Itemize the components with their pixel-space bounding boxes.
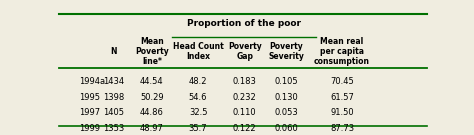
Text: Poverty
Gap: Poverty Gap	[228, 42, 262, 61]
Text: 35.7: 35.7	[189, 124, 208, 133]
Text: 1999: 1999	[80, 124, 100, 133]
Text: Mean
Poverty
line*: Mean Poverty line*	[135, 37, 169, 66]
Text: 0.122: 0.122	[233, 124, 256, 133]
Text: 44.54: 44.54	[140, 77, 164, 86]
Text: 0.130: 0.130	[274, 93, 298, 102]
Text: Mean real
per capita
consumption: Mean real per capita consumption	[314, 37, 370, 66]
Text: 1995: 1995	[80, 93, 100, 102]
Text: 0.110: 0.110	[233, 108, 256, 117]
Text: 50.29: 50.29	[140, 93, 164, 102]
Text: Proportion of the poor: Proportion of the poor	[187, 19, 301, 28]
Text: 1997: 1997	[80, 108, 100, 117]
Text: 0.053: 0.053	[274, 108, 298, 117]
Text: 32.5: 32.5	[189, 108, 207, 117]
Text: 1405: 1405	[103, 108, 124, 117]
Text: 1353: 1353	[103, 124, 124, 133]
Text: Poverty
Severity: Poverty Severity	[268, 42, 304, 61]
Text: 44.86: 44.86	[140, 108, 164, 117]
Text: 0.105: 0.105	[274, 77, 298, 86]
Text: Head Count
Index: Head Count Index	[173, 42, 223, 61]
Text: 70.45: 70.45	[330, 77, 354, 86]
Text: 0.060: 0.060	[274, 124, 298, 133]
Text: 61.57: 61.57	[330, 93, 354, 102]
Text: 54.6: 54.6	[189, 93, 207, 102]
Text: 1994a: 1994a	[80, 77, 106, 86]
Text: 48.97: 48.97	[140, 124, 164, 133]
Text: N: N	[110, 47, 117, 56]
Text: 0.183: 0.183	[233, 77, 257, 86]
Text: 1434: 1434	[103, 77, 124, 86]
Text: 0.232: 0.232	[233, 93, 256, 102]
Text: 1398: 1398	[103, 93, 124, 102]
Text: 87.73: 87.73	[330, 124, 354, 133]
Text: 91.50: 91.50	[330, 108, 354, 117]
Text: 48.2: 48.2	[189, 77, 207, 86]
